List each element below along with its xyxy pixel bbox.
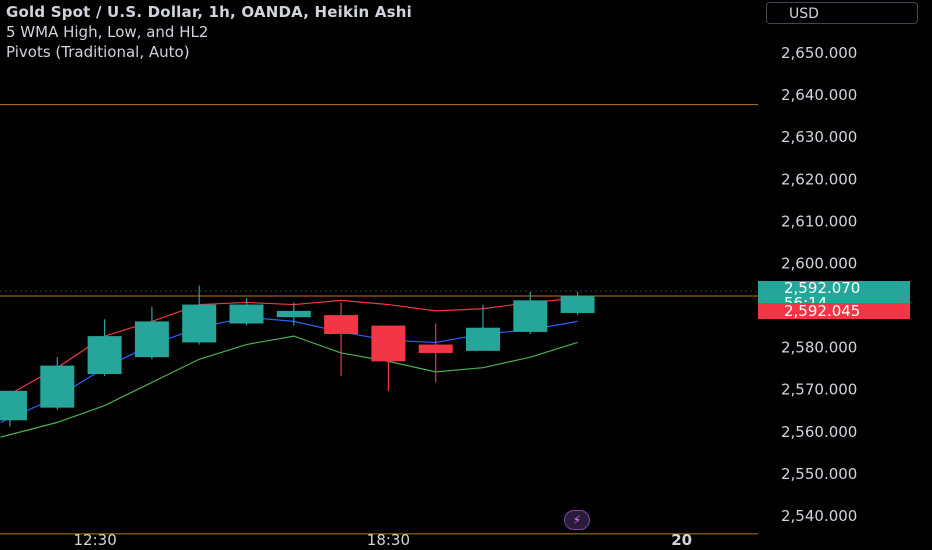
candle-body-5[interactable] [229, 304, 264, 324]
y-axis[interactable]: 2,540.000 2,550.000 2,560.000 2,570.000 2,58… [781, 44, 857, 525]
y-tick-label: 2,620.000 [781, 170, 857, 188]
y-tick-label: 2,610.000 [781, 212, 857, 230]
candle-body-12[interactable] [560, 296, 595, 313]
indicator-pivots[interactable]: Pivots (Traditional, Auto) [6, 43, 190, 61]
pivot-price-tag: 2,592.045 [758, 303, 910, 319]
candles [0, 285, 595, 427]
x-tick-label: 18:30 [367, 531, 410, 549]
candle-body-6[interactable] [276, 310, 311, 318]
candle-body-10[interactable] [466, 327, 500, 351]
candle-body-7[interactable] [324, 315, 359, 335]
y-tick-label: 2,570.000 [781, 381, 857, 399]
currency-button[interactable]: USD [766, 2, 918, 24]
y-tick-label: 2,630.000 [781, 128, 857, 146]
x-tick-label: 20 [671, 531, 692, 549]
y-tick-label: 2,580.000 [781, 339, 857, 357]
y-tick-label: 2,540.000 [781, 507, 857, 525]
pivot-lines [0, 104, 758, 535]
candle-body-1[interactable] [40, 365, 75, 408]
candle-body-2[interactable] [87, 336, 122, 374]
y-tick-label: 2,550.000 [781, 465, 857, 483]
candle-body-3[interactable] [134, 321, 169, 358]
last-price-value: 2,592.070 [784, 279, 861, 297]
y-tick-label: 2,650.000 [781, 44, 857, 62]
lightning-icon[interactable]: ⚡ [564, 510, 590, 530]
series-line-2 [0, 335, 578, 438]
y-tick-label: 2,560.000 [781, 423, 857, 441]
candle-body-9[interactable] [418, 344, 453, 353]
candle-body-8[interactable] [371, 325, 406, 362]
y-tick-label: 2,640.000 [781, 86, 857, 104]
x-axis[interactable]: 12:30 18:30 20 [74, 531, 693, 549]
chart-legend: Gold Spot / U.S. Dollar, 1h, OANDA, Heik… [6, 2, 412, 62]
indicator-wma[interactable]: 5 WMA High, Low, and HL2 [6, 23, 209, 41]
wma-lines [0, 297, 578, 438]
y-tick-label: 2,600.000 [781, 254, 857, 272]
symbol-title[interactable]: Gold Spot / U.S. Dollar, 1h, OANDA, Heik… [6, 3, 412, 21]
candle-body-0[interactable] [0, 390, 27, 421]
x-tick-label: 12:30 [74, 531, 117, 549]
candle-body-4[interactable] [182, 304, 217, 343]
candle-body-11[interactable] [513, 300, 548, 332]
